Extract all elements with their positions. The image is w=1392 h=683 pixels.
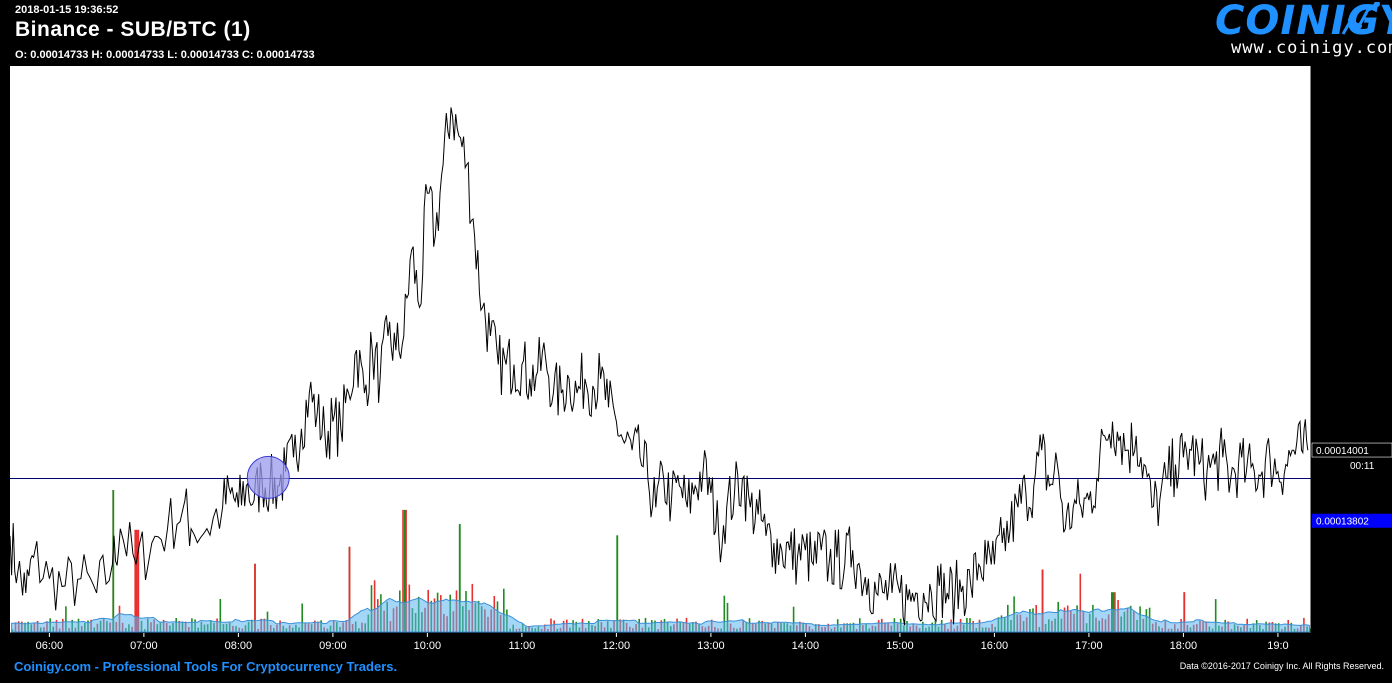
x-tick-label: 16:00 <box>981 640 1009 652</box>
volume-bar <box>792 606 795 632</box>
header-timestamp: 2018-01-15 19:36:52 <box>15 4 119 16</box>
volume-bar <box>503 588 505 632</box>
y-tick-label: 0.00015400 <box>1318 246 1371 257</box>
volume-spike <box>1041 569 1044 632</box>
y-tick-label: 0.00015800 <box>1318 189 1371 200</box>
x-tick-label: 11:00 <box>509 640 536 652</box>
volume-bar <box>1079 573 1082 632</box>
volume-bar <box>137 529 140 632</box>
logo-sparkline-icon <box>1341 2 1380 35</box>
x-tick-label: 09:00 <box>319 640 347 652</box>
logo-url: www.coinigy.com <box>1231 38 1392 58</box>
x-tick-label: 12:00 <box>603 640 631 652</box>
y-tick-label: 0.00016400 <box>1318 103 1371 114</box>
countdown-label: 00:11 <box>1350 461 1375 472</box>
volume-spike <box>616 535 619 632</box>
y-tick-label: 0.00014200 <box>1318 417 1371 428</box>
x-tick-label: 10:00 <box>414 640 442 652</box>
volume-bar <box>726 602 729 632</box>
volume-spike <box>458 524 461 632</box>
x-tick-label: 17:00 <box>1075 640 1103 652</box>
y-tick-label: 0.00015200 <box>1318 274 1371 285</box>
volume-bar <box>405 509 407 632</box>
volume-bar <box>370 585 373 632</box>
x-axis-ticks: 06:00 07:00 08:00 09:00 10:00 11:00 12:00 13:00… <box>36 633 1289 652</box>
y-tick-label: 0.00014600 <box>1318 360 1371 371</box>
plot-area <box>10 66 1311 633</box>
y-tick-label: 0.00015000 <box>1318 303 1371 314</box>
y-axis-ticks: 0.00012800 0.00013000 0.00013200 0.00013400… <box>1311 74 1371 628</box>
y-tick-label: 0.00013400 <box>1318 531 1371 542</box>
y-tick-label: 0.00016200 <box>1318 131 1371 142</box>
volume-average-area <box>11 597 1310 633</box>
current-price-label: 0.00014001 <box>1316 446 1369 457</box>
y-tick-label: 0.00013000 <box>1318 589 1371 600</box>
x-tick-label: 13:00 <box>697 640 725 652</box>
y-tick-label: 0.00016000 <box>1318 160 1371 171</box>
volume-bar <box>1214 599 1217 632</box>
coinigy-logo: COINIGY www.coinigy.com <box>1209 0 1392 62</box>
volume-spike <box>136 529 138 632</box>
volume-spike <box>403 509 406 632</box>
hline-price-label: 0.00013802 <box>1316 517 1369 528</box>
x-tick-label: 15:00 <box>886 640 914 652</box>
volume-spike <box>348 546 351 632</box>
y-tick-label: 0.00014800 <box>1318 331 1371 342</box>
price-line <box>9 107 1309 626</box>
chart-title: Binance - SUB/BTC (1) <box>15 18 251 41</box>
footer-tagline[interactable]: Coinigy.com - Professional Tools For Cry… <box>14 659 398 674</box>
y-tick-label: 0.00014400 <box>1318 389 1371 400</box>
ohlc-readout: O: 0.00014733 H: 0.00014733 L: 0.0001473… <box>15 49 315 61</box>
x-tick-label: 06:00 <box>36 640 64 652</box>
volume-spike <box>112 490 115 632</box>
x-tick-label: 08:00 <box>225 640 253 652</box>
volume-spike <box>1183 592 1186 632</box>
y-tick-label: 0.00013600 <box>1318 503 1371 514</box>
current-price-tag: 0.00014001 00:11 <box>1311 442 1392 473</box>
x-tick-label: 19:0 <box>1267 640 1288 652</box>
volume-bar <box>65 606 67 632</box>
volume-bar <box>1309 628 1311 632</box>
y-tick-label: 0.00013800 <box>1318 474 1371 485</box>
volume-bar <box>373 580 376 632</box>
trade-marker[interactable] <box>246 455 290 499</box>
volume-bar <box>134 529 136 632</box>
x-tick-label: 14:00 <box>792 640 820 652</box>
y-tick-label: 0.00016600 <box>1318 74 1371 85</box>
y-tick-label: 0.00012800 <box>1318 617 1371 628</box>
x-tick-label: 18:00 <box>1170 640 1198 652</box>
hline-price-tag[interactable]: 0.00013802 <box>1312 513 1392 528</box>
x-tick-label: 07:00 <box>130 640 158 652</box>
volume-bar <box>723 595 726 632</box>
volume-bar <box>219 599 222 632</box>
footer-copyright: Data ©2016-2017 Coinigy Inc. All Rights … <box>1179 661 1384 671</box>
volume-spike <box>254 563 256 632</box>
volume-bar <box>301 603 303 632</box>
y-tick-label: 0.00013200 <box>1318 560 1371 571</box>
y-tick-label: 0.00015600 <box>1318 217 1371 228</box>
volume-bar <box>402 509 404 632</box>
